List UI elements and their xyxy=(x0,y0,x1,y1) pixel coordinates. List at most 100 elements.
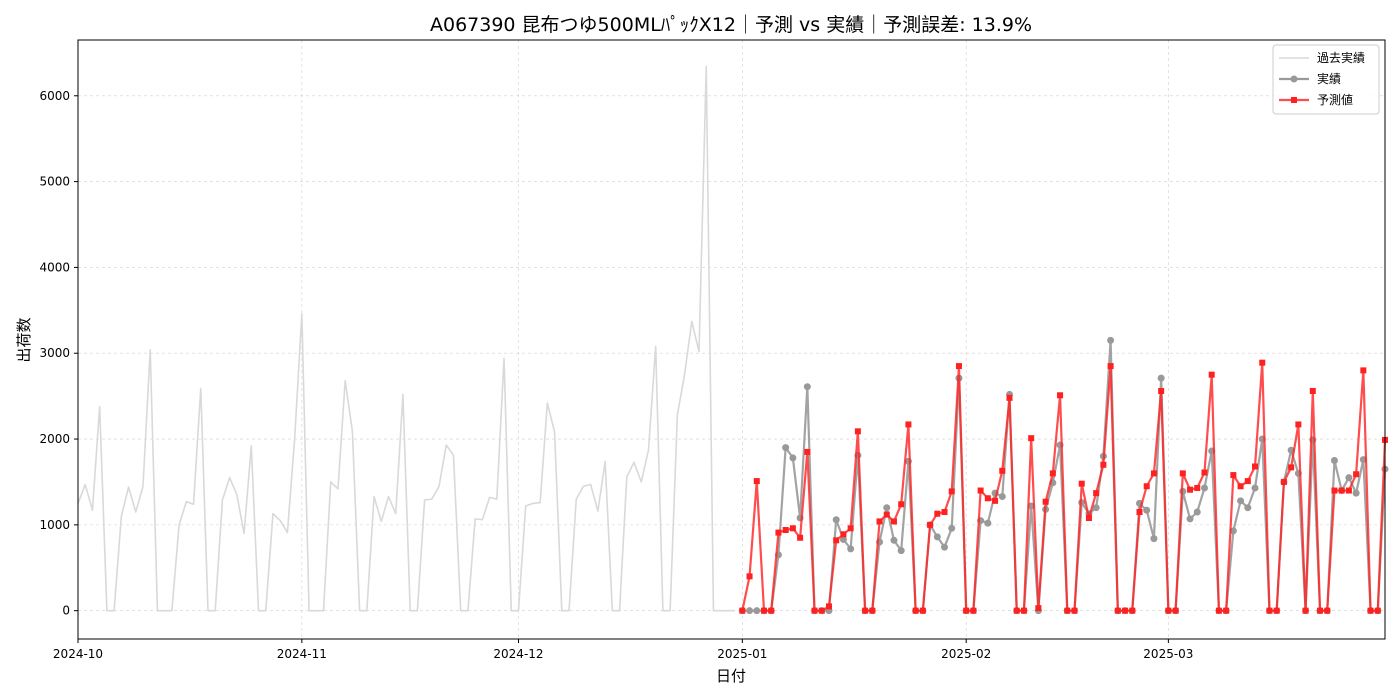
data-point-actual xyxy=(941,543,949,551)
data-point-forecast xyxy=(1360,367,1367,374)
legend-box xyxy=(1272,44,1380,115)
data-point-forecast xyxy=(890,518,897,525)
x-axis-label: 日付 xyxy=(716,667,746,685)
data-point-forecast xyxy=(919,607,926,614)
data-point-forecast xyxy=(912,607,919,614)
data-point-forecast xyxy=(1064,607,1071,614)
data-point-forecast xyxy=(1302,607,1309,614)
data-point-forecast xyxy=(1057,392,1064,399)
data-point-forecast xyxy=(1143,483,1150,490)
data-point-forecast xyxy=(1100,461,1107,468)
data-point-forecast xyxy=(1150,470,1157,477)
data-point-forecast xyxy=(775,529,782,536)
data-point-actual xyxy=(1107,336,1115,344)
data-point-forecast xyxy=(1280,478,1287,485)
data-point-forecast xyxy=(1230,472,1237,479)
data-point-forecast xyxy=(1194,484,1201,491)
data-point-forecast xyxy=(746,573,753,580)
data-point-actual xyxy=(1251,484,1259,492)
data-point-forecast xyxy=(840,531,847,538)
data-point-actual xyxy=(789,454,797,462)
data-point-forecast xyxy=(1013,607,1020,614)
data-point-forecast xyxy=(883,511,890,518)
data-point-forecast xyxy=(898,501,905,508)
data-point-forecast xyxy=(1085,514,1092,521)
data-point-actual xyxy=(1092,504,1100,512)
data-point-forecast xyxy=(1223,607,1230,614)
data-point-actual xyxy=(890,536,898,544)
legend: 過去実績 実績 予測値 xyxy=(1272,44,1380,115)
legend-marker-forecast xyxy=(1291,97,1297,103)
y-tick-label: 5000 xyxy=(39,175,70,189)
data-point-forecast xyxy=(797,534,804,541)
data-point-forecast xyxy=(1266,607,1273,614)
chart-title: A067390 昆布つゆ500MLﾊﾟｯｸX12｜予測 vs 実績｜予測誤差: … xyxy=(430,14,1032,36)
data-point-forecast xyxy=(1309,387,1316,394)
data-point-forecast xyxy=(1252,463,1259,470)
data-point-forecast xyxy=(1035,605,1042,612)
data-point-forecast xyxy=(1237,483,1244,490)
data-point-forecast xyxy=(1244,478,1251,485)
data-point-actual xyxy=(832,516,840,524)
data-point-forecast xyxy=(934,510,941,517)
data-point-forecast xyxy=(1093,490,1100,497)
data-point-forecast xyxy=(955,363,962,370)
data-point-actual xyxy=(984,519,992,527)
data-point-forecast xyxy=(1367,607,1374,614)
data-point-forecast xyxy=(782,527,789,534)
data-point-actual xyxy=(1157,374,1165,382)
x-tick-label: 2025-03 xyxy=(1143,647,1193,661)
data-point-actual xyxy=(782,444,790,452)
data-point-actual xyxy=(1345,474,1353,482)
data-point-forecast xyxy=(984,495,991,502)
data-point-forecast xyxy=(1020,607,1027,614)
data-point-forecast xyxy=(992,497,999,504)
plot-frame xyxy=(77,39,1386,640)
data-point-forecast xyxy=(941,508,948,515)
data-point-forecast xyxy=(869,607,876,614)
data-point-forecast xyxy=(804,448,811,455)
data-point-forecast xyxy=(1324,607,1331,614)
data-point-actual xyxy=(1193,508,1201,516)
series-layer xyxy=(77,65,1389,615)
legend-label-forecast: 予測値 xyxy=(1317,92,1353,107)
data-point-actual xyxy=(847,545,855,553)
data-point-actual xyxy=(839,535,847,543)
x-tick-label: 2025-02 xyxy=(941,647,991,661)
data-point-actual xyxy=(746,607,754,615)
data-point-actual xyxy=(897,547,905,555)
y-tick-label: 2000 xyxy=(39,432,70,446)
data-point-forecast xyxy=(818,607,825,614)
data-point-forecast xyxy=(1353,471,1360,478)
data-point-actual xyxy=(1229,527,1237,535)
x-tick-label: 2025-01 xyxy=(717,647,767,661)
data-point-actual xyxy=(803,383,811,391)
y-tick-label: 3000 xyxy=(39,346,70,360)
data-point-actual xyxy=(1200,484,1208,492)
data-point-actual xyxy=(1244,504,1252,512)
x-tick-label: 2024-10 xyxy=(53,647,103,661)
data-point-forecast xyxy=(1179,470,1186,477)
data-point-forecast xyxy=(739,607,746,614)
data-point-forecast xyxy=(1187,486,1194,493)
data-point-forecast xyxy=(970,607,977,614)
data-point-forecast xyxy=(1259,359,1266,366)
data-point-actual xyxy=(883,504,891,512)
data-point-forecast xyxy=(1331,487,1338,494)
data-point-forecast xyxy=(963,607,970,614)
y-tick-label: 0 xyxy=(62,604,70,618)
data-point-actual xyxy=(998,493,1006,501)
data-point-forecast xyxy=(1345,487,1352,494)
data-point-forecast xyxy=(1114,607,1121,614)
data-point-forecast xyxy=(862,607,869,614)
data-point-forecast xyxy=(948,488,955,495)
data-point-forecast xyxy=(1158,387,1165,394)
data-point-forecast xyxy=(768,607,775,614)
data-point-actual xyxy=(753,607,761,615)
x-tick-label: 2024-11 xyxy=(277,647,327,661)
data-point-forecast xyxy=(1071,607,1078,614)
data-point-forecast xyxy=(789,525,796,532)
data-point-forecast xyxy=(1165,607,1172,614)
data-point-forecast xyxy=(760,607,767,614)
data-point-forecast xyxy=(1078,480,1085,487)
